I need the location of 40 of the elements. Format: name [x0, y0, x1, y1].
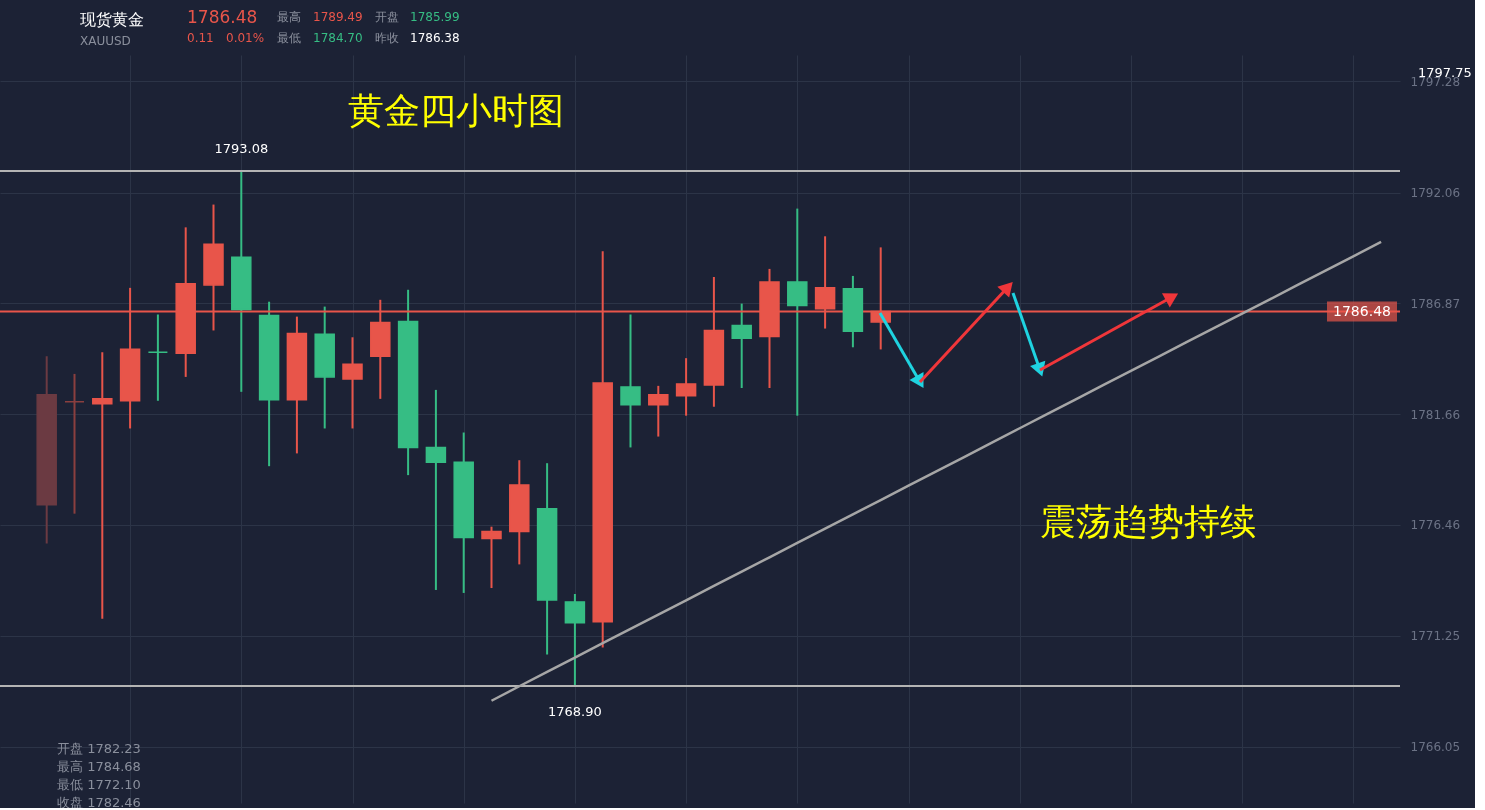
- text: 1784.70: [313, 31, 363, 45]
- text: 最低: [277, 31, 301, 45]
- text: 开盘: [375, 10, 399, 24]
- text: 0.11: [187, 31, 214, 45]
- text: 昨收: [375, 31, 399, 45]
- candlestick: [64, 372, 85, 515]
- candlestick: [787, 207, 808, 417]
- candlestick: [564, 593, 586, 688]
- candlestick: [92, 351, 113, 620]
- text: 0.01%: [226, 31, 265, 45]
- annotation: 1768.90: [548, 704, 602, 720]
- y-tick-label: 1786.87: [1410, 296, 1461, 311]
- text: 最高: [277, 10, 301, 24]
- annotation: 收盘 1782.46: [57, 795, 141, 810]
- y-tick-label: 1771.25: [1410, 629, 1461, 644]
- candlestick: [731, 302, 752, 389]
- text: XAUUSD: [80, 34, 131, 48]
- text: 1786.38: [410, 31, 460, 45]
- annotation: 最高 1784.68: [57, 759, 141, 774]
- y-tick-label: 1766.05: [1410, 740, 1461, 755]
- candlestick: [620, 313, 641, 449]
- candlestick: [675, 357, 697, 417]
- candlestick: [425, 388, 447, 591]
- y-tick-label: 1781.66: [1410, 407, 1461, 422]
- candlestick: [342, 336, 363, 430]
- annotation: 最低 1772.10: [57, 777, 141, 792]
- y-tick-label: 1792.06: [1410, 186, 1461, 201]
- candlestick: [648, 384, 669, 438]
- annotation: 开盘 1782.23: [57, 741, 141, 756]
- annotation: 震荡趋势持续: [1040, 501, 1256, 542]
- text: 黄金四小时图: [348, 90, 564, 131]
- text: 1789.49: [313, 10, 363, 24]
- text: 1785.99: [410, 10, 460, 24]
- annotation: 1793.08: [214, 140, 269, 156]
- y-tick-label: 1776.46: [1410, 518, 1461, 533]
- text: 1786.48: [187, 7, 258, 27]
- candlestick: [147, 313, 169, 402]
- ref-line-label: 1786.48: [1333, 302, 1391, 319]
- candlestick: [481, 525, 502, 590]
- text: 现货黄金: [80, 10, 144, 29]
